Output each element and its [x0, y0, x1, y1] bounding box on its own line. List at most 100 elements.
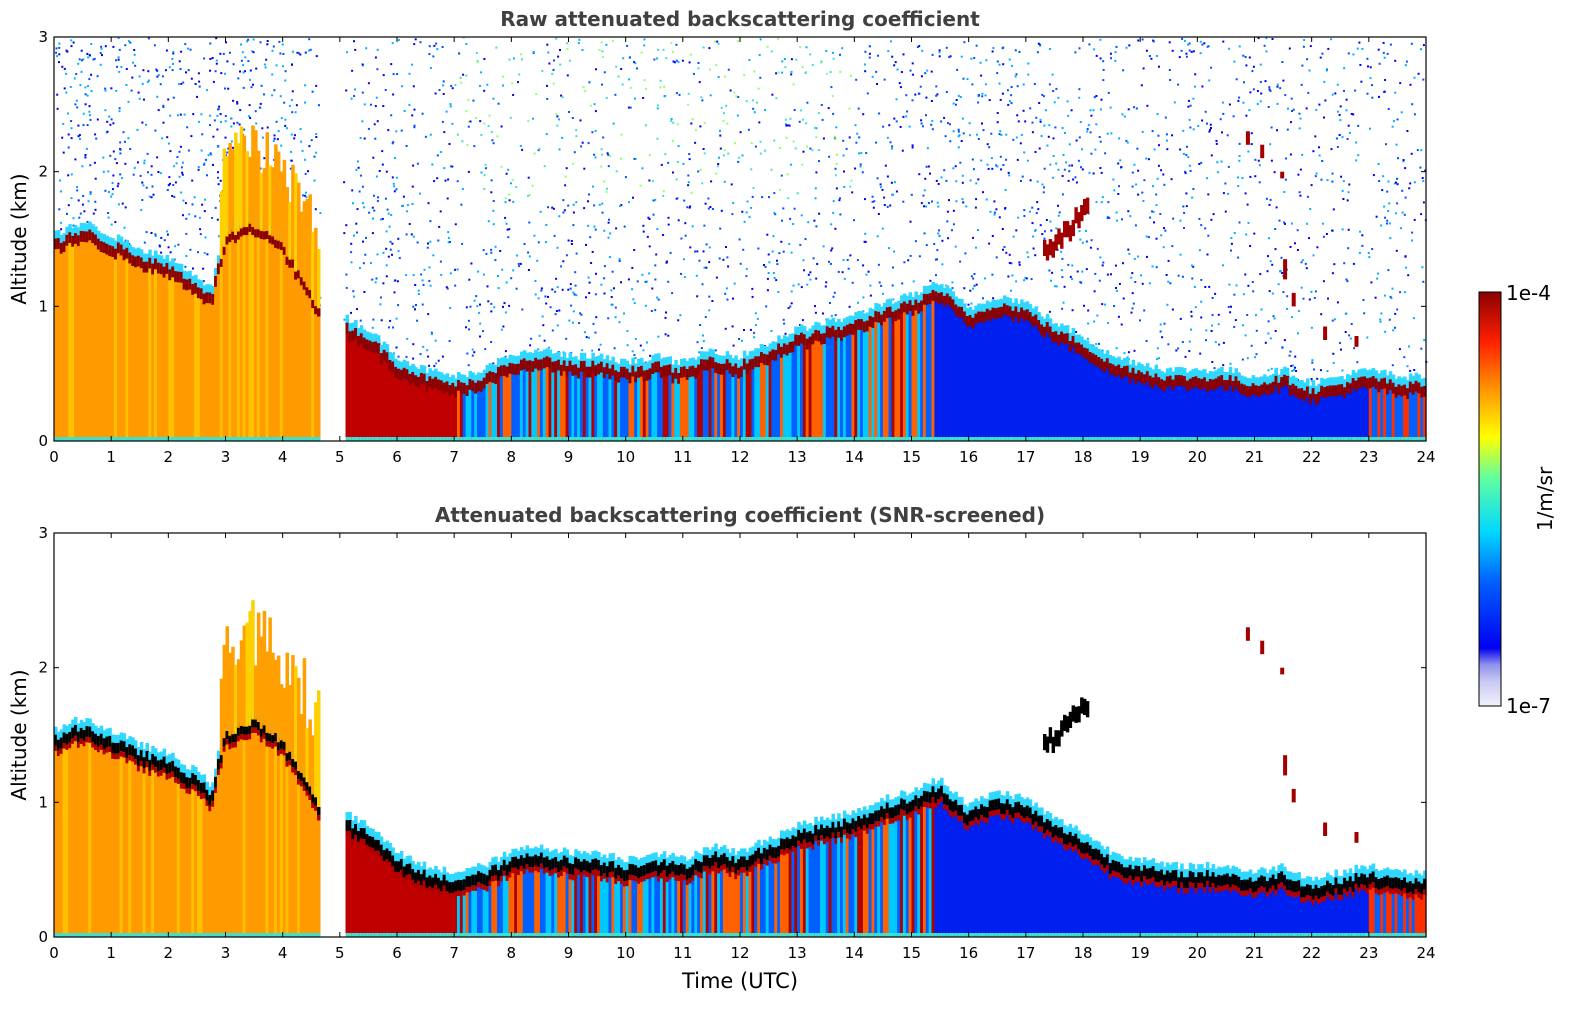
profile-column	[705, 362, 710, 441]
surface-strip	[637, 437, 641, 441]
noise-pixel	[600, 283, 603, 286]
layer-edge	[1223, 371, 1227, 383]
noise-pixel	[698, 351, 700, 354]
noise-pixel	[1325, 233, 1328, 235]
noise-pixel	[1384, 330, 1387, 333]
layer-top-band	[971, 317, 975, 329]
noise-pixel	[1273, 171, 1276, 174]
layer-edge	[1185, 372, 1190, 384]
noise-pixel	[1318, 146, 1320, 149]
layer-edge	[828, 319, 833, 331]
profile-column	[1248, 389, 1253, 441]
noise-pixel	[633, 61, 636, 64]
surface-strip	[654, 437, 658, 441]
noise-pixel	[1018, 263, 1021, 266]
profile-column	[1354, 383, 1358, 441]
noise-pixel	[1389, 295, 1392, 298]
layer-top-band	[651, 363, 655, 374]
noise-pixel	[496, 135, 499, 138]
noise-pixel	[861, 171, 864, 174]
profile-column	[1023, 313, 1027, 441]
noise-pixel	[1162, 173, 1165, 176]
layer-top-band	[1317, 391, 1321, 403]
noise-pixel	[1292, 369, 1295, 371]
surface-strip	[1208, 437, 1213, 441]
noise-pixel	[89, 54, 91, 57]
noise-pixel	[154, 235, 157, 237]
layer-top-band	[422, 373, 427, 385]
noise-pixel	[145, 231, 148, 234]
noise-pixel	[545, 224, 548, 226]
surface-strip	[1303, 437, 1307, 441]
noise-pixel	[865, 152, 868, 155]
noise-pixel	[832, 211, 835, 214]
layer-top-band	[917, 302, 921, 314]
noise-pixel	[548, 62, 551, 65]
noise-pixel	[1234, 319, 1237, 322]
noise-pixel	[1411, 231, 1414, 234]
layer-top-band	[648, 368, 652, 380]
surface-strip	[99, 437, 104, 441]
layer-edge	[857, 310, 861, 322]
noise-pixel	[107, 170, 110, 173]
noise-pixel	[1020, 133, 1023, 136]
noise-pixel	[215, 37, 218, 40]
noise-pixel	[479, 335, 481, 338]
noise-pixel	[993, 211, 996, 214]
noise-pixel	[429, 67, 432, 69]
noise-pixel	[1410, 152, 1413, 155]
layer-top-band	[159, 263, 164, 275]
noise-pixel	[733, 282, 736, 285]
layer-top-band	[108, 245, 112, 257]
layer-edge	[980, 303, 984, 315]
layer-top-band	[239, 225, 244, 237]
noise-pixel	[1345, 98, 1348, 101]
noise-pixel	[458, 52, 460, 55]
noise-pixel	[263, 63, 266, 66]
surface-strip	[288, 437, 292, 441]
layer-top-band	[548, 357, 552, 369]
layer-top-band	[1028, 312, 1033, 323]
layer-edge	[434, 368, 438, 380]
noise-pixel	[291, 63, 293, 66]
layer-edge	[382, 341, 387, 353]
noise-pixel	[1192, 128, 1195, 131]
noise-pixel	[1268, 290, 1271, 293]
profile-column	[365, 342, 370, 441]
layer-top-band	[134, 256, 138, 268]
layer-edge	[994, 300, 998, 311]
noise-pixel	[356, 208, 359, 211]
layer-edge	[497, 358, 501, 370]
profile-column	[577, 370, 581, 441]
layer-edge	[1028, 304, 1033, 315]
noise-pixel	[702, 334, 704, 337]
layer-edge	[419, 365, 424, 376]
layer-top-band	[1274, 375, 1278, 387]
noise-pixel	[502, 305, 504, 308]
profile-column	[145, 264, 149, 441]
noise-pixel	[642, 349, 645, 352]
noise-pixel	[439, 260, 442, 263]
layer-edge	[1188, 370, 1193, 382]
layer-edge	[1228, 367, 1233, 378]
noise-pixel	[377, 196, 379, 199]
noise-pixel	[494, 259, 497, 262]
noise-pixel	[266, 40, 269, 42]
noise-pixel	[758, 53, 761, 56]
noise-pixel	[905, 94, 908, 97]
noise-pixel	[570, 243, 573, 245]
noise-pixel	[1362, 299, 1365, 301]
noise-pixel	[81, 203, 84, 206]
noise-pixel	[1308, 69, 1311, 72]
noise-pixel	[436, 177, 439, 180]
noise-pixel	[74, 103, 77, 106]
noise-pixel	[594, 331, 597, 334]
noise-pixel	[1392, 120, 1395, 123]
noise-pixel	[219, 113, 222, 116]
layer-top-band	[1060, 331, 1064, 343]
noise-pixel	[1346, 280, 1349, 283]
surface-strip	[828, 437, 833, 441]
surface-strip	[71, 437, 75, 441]
noise-pixel	[1179, 148, 1182, 151]
noise-pixel	[492, 223, 495, 226]
